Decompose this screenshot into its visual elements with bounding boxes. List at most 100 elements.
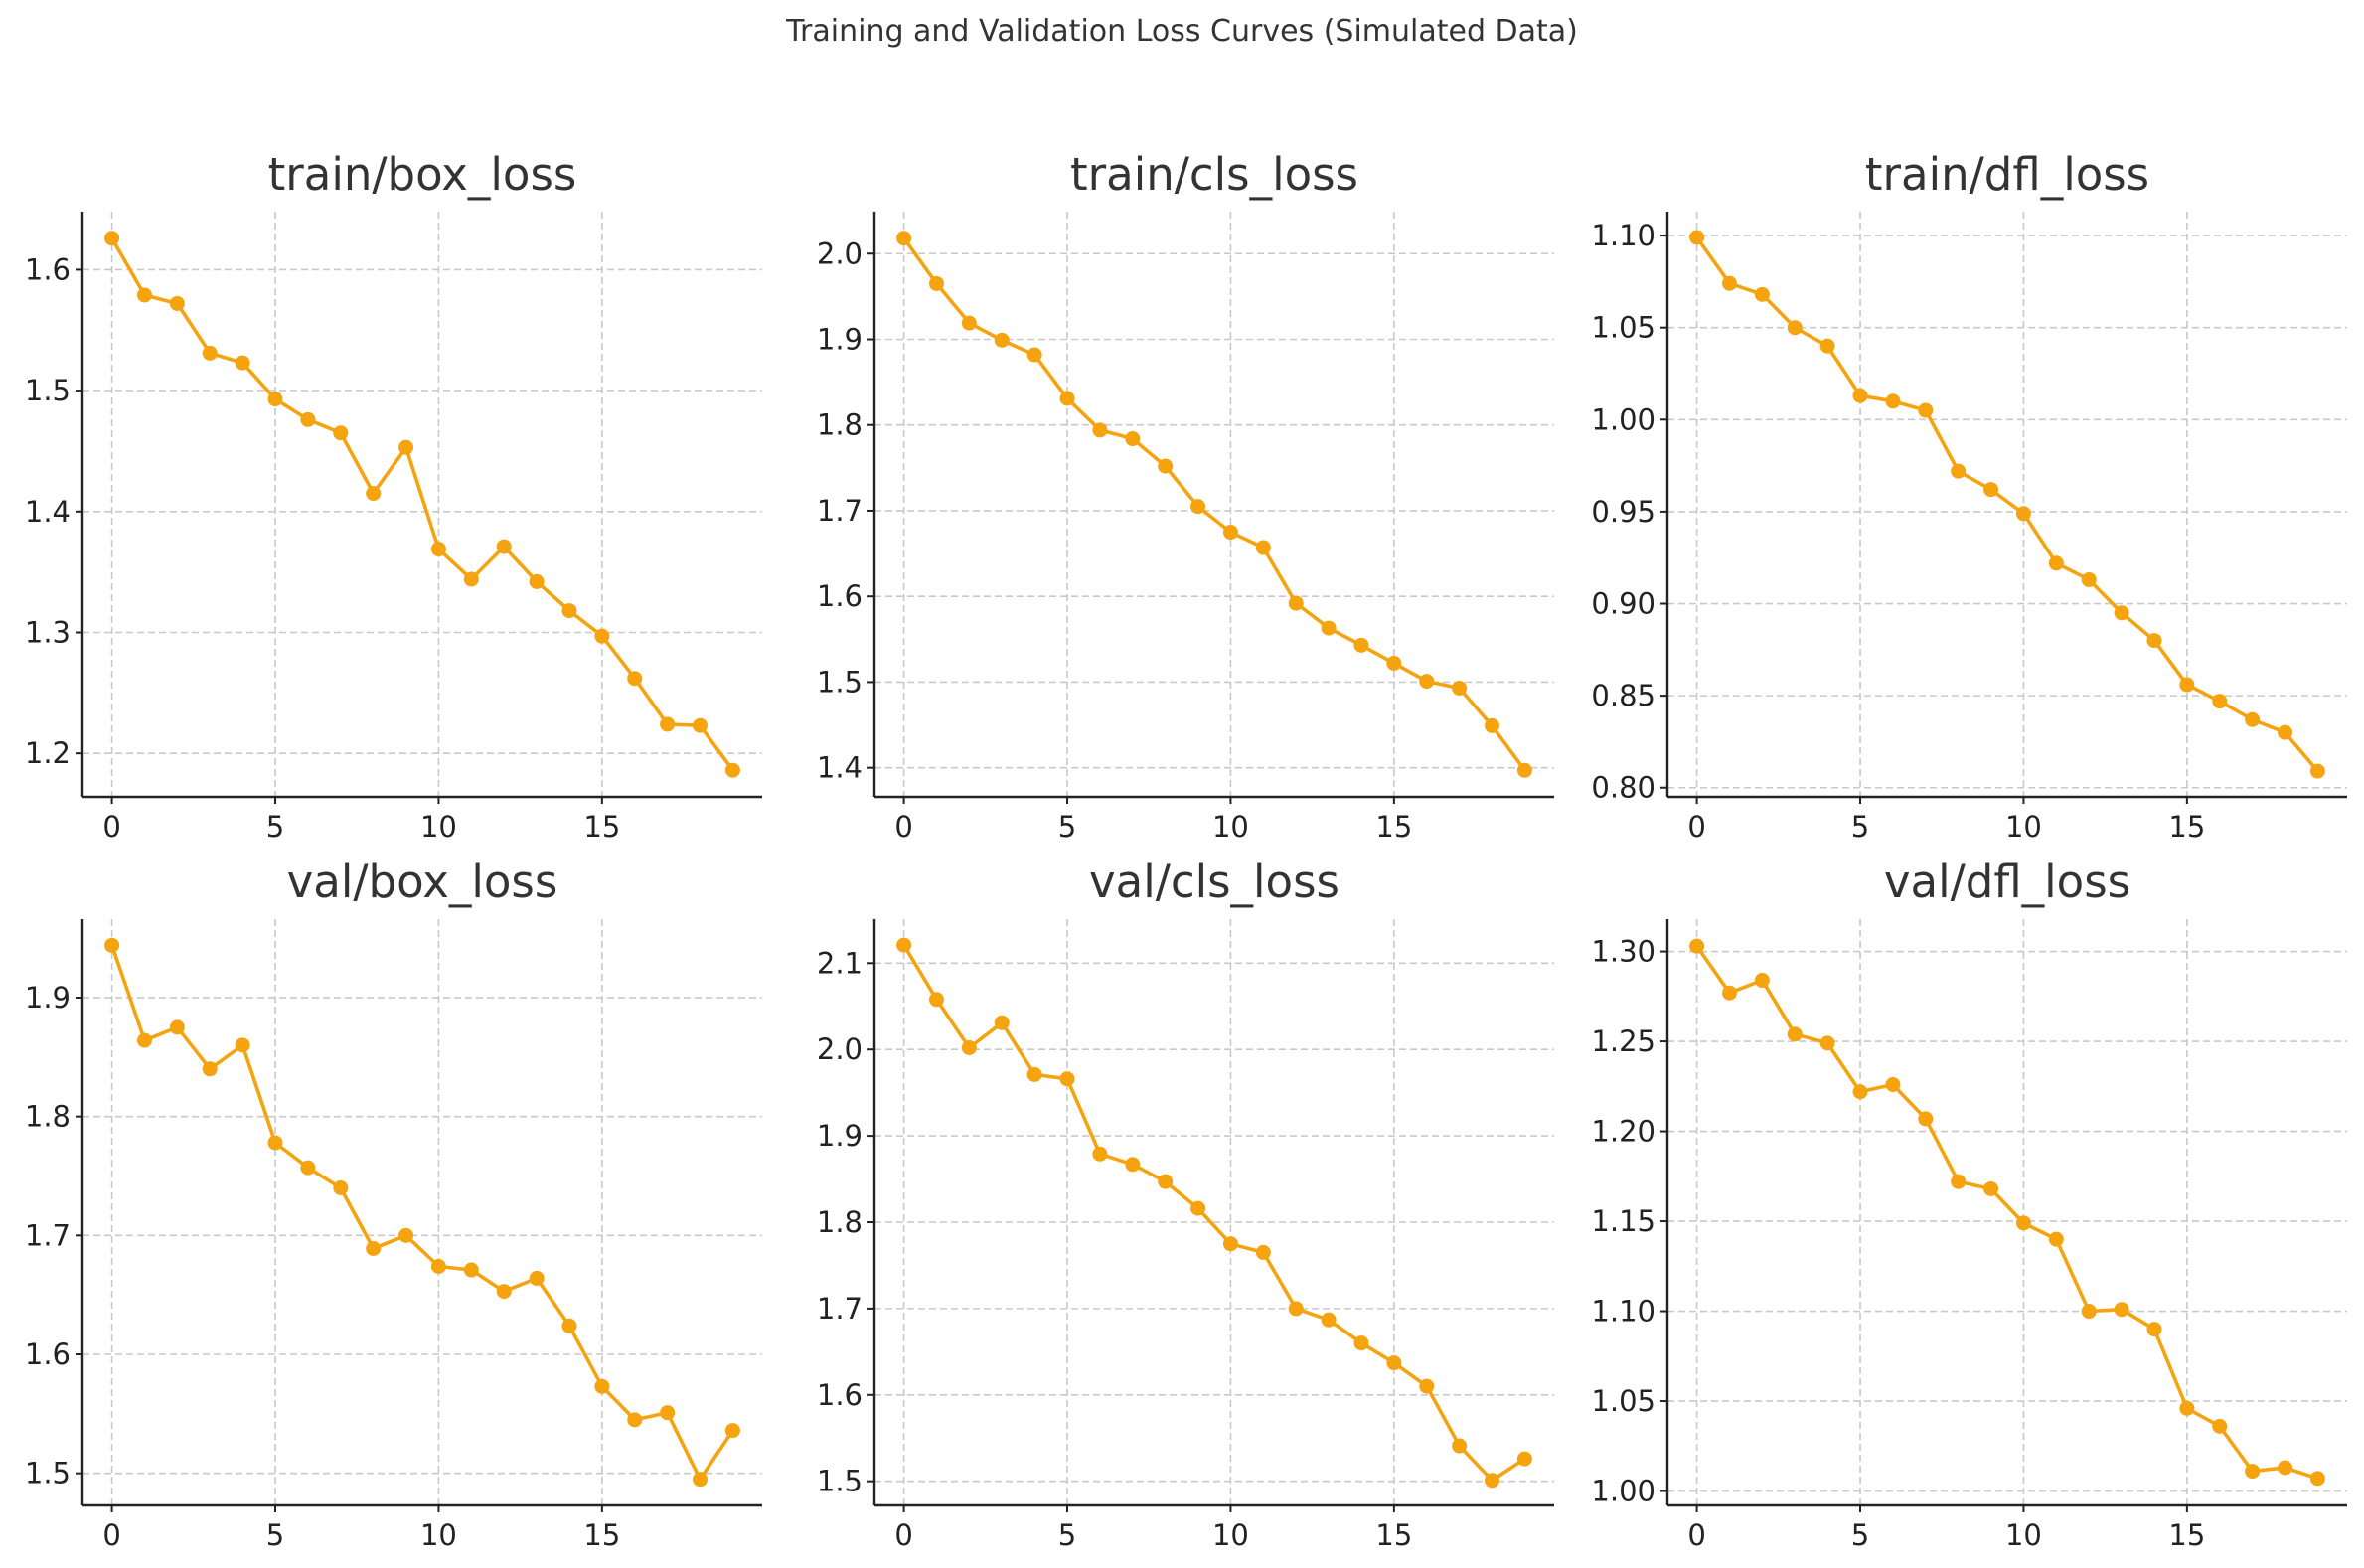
series-line xyxy=(109,944,734,1482)
data-point xyxy=(961,315,977,331)
y-tick-label: 1.30 xyxy=(1591,935,1655,969)
chart-panel-train-dfl-loss: train/dfl_loss 0 5 10 15 0.80 0.85 0.90 0.95 1.00… xyxy=(1576,0,2364,844)
data-point xyxy=(333,425,349,441)
data-point xyxy=(724,1423,740,1439)
data-point xyxy=(529,1270,545,1286)
chart-panel-train-cls-loss: train/cls_loss 0 5 10 15 1.4 1.5 1.6 1.7 1.8 1.9 2.… xyxy=(788,0,1576,844)
chart-title: train/dfl_loss xyxy=(1865,148,2149,201)
x-tick-label: 10 xyxy=(2005,1518,2042,1552)
data-point xyxy=(300,1160,316,1176)
data-point xyxy=(1386,655,1402,671)
x-tick-label: 10 xyxy=(420,810,457,844)
data-point xyxy=(1255,540,1271,555)
data-point xyxy=(2179,1400,2195,1416)
x-tick-label: 15 xyxy=(2168,1518,2205,1552)
x-tick-label: 5 xyxy=(1851,810,1869,844)
data-point xyxy=(1092,1146,1108,1162)
x-tick-label: 15 xyxy=(1375,810,1412,844)
data-point xyxy=(1951,1174,1967,1189)
x-tick-label: 5 xyxy=(266,1518,284,1552)
data-point xyxy=(2309,763,2325,779)
data-point xyxy=(1787,320,1803,336)
data-point xyxy=(896,937,912,953)
data-point xyxy=(1689,938,1705,954)
x-tick-label: 15 xyxy=(2168,810,2205,844)
data-point xyxy=(1026,347,1042,363)
data-point xyxy=(1419,674,1435,690)
y-tick-label: 2.1 xyxy=(817,946,863,980)
y-tick-label: 1.9 xyxy=(817,322,863,356)
data-point xyxy=(1754,973,1770,989)
data-point xyxy=(202,1061,218,1077)
data-point xyxy=(1485,717,1500,733)
figure-title: Training and Validation Loss Curves (Sim… xyxy=(786,14,1578,49)
data-point xyxy=(2114,605,2129,621)
data-point xyxy=(1852,1084,1868,1100)
x-tick-label: 15 xyxy=(583,810,620,844)
data-point xyxy=(1885,1077,1901,1093)
y-tick-label: 1.9 xyxy=(25,981,71,1015)
data-point xyxy=(496,1284,512,1300)
x-tick-label: 5 xyxy=(266,810,284,844)
y-tick-label: 1.10 xyxy=(1591,1295,1655,1329)
data-point xyxy=(2081,571,2097,587)
data-point xyxy=(1485,1473,1500,1489)
y-tick-label: 1.00 xyxy=(1591,402,1655,436)
data-point xyxy=(2212,1418,2228,1434)
y-tick-label: 1.15 xyxy=(1591,1204,1655,1238)
series-line xyxy=(902,236,1526,772)
x-tick-label: 0 xyxy=(894,810,912,844)
data-point xyxy=(398,1227,414,1243)
data-point xyxy=(2212,694,2228,709)
data-point xyxy=(1819,338,1835,354)
chart-svg: val/cls_loss 0 5 10 15 1.5 1.6 1.7 1.8 1.9 2.0 2.1 xyxy=(817,856,1554,1552)
x-tick-label: 15 xyxy=(583,1518,620,1552)
y-tick-label: 1.25 xyxy=(1591,1024,1655,1058)
chart-title: val/box_loss xyxy=(287,856,558,908)
y-tick-label: 1.2 xyxy=(25,736,71,770)
chart-title: val/dfl_loss xyxy=(1884,856,2130,908)
data-point xyxy=(1516,1451,1532,1467)
data-point xyxy=(1983,482,1999,498)
y-tick-label: 1.8 xyxy=(817,1205,863,1239)
data-point xyxy=(1689,230,1705,245)
y-tick-label: 1.6 xyxy=(817,1378,863,1412)
y-tick-label: 1.4 xyxy=(817,751,863,785)
data-point xyxy=(2048,555,2064,571)
data-point xyxy=(529,573,545,589)
data-point xyxy=(2048,1231,2064,1247)
data-point xyxy=(561,1318,577,1333)
data-point xyxy=(1125,431,1141,447)
data-point xyxy=(136,287,152,303)
data-point xyxy=(104,231,120,246)
x-tick-label: 10 xyxy=(2005,810,2042,844)
data-point xyxy=(1288,595,1304,611)
data-point xyxy=(896,231,912,246)
chart-svg: train/dfl_loss 0 5 10 15 0.80 0.85 0.90 0.95 1.00… xyxy=(1591,148,2347,844)
data-point xyxy=(235,1037,250,1053)
data-point xyxy=(1983,1180,1999,1196)
data-point xyxy=(1787,1026,1803,1042)
data-point xyxy=(1819,1035,1835,1051)
chart-svg: val/dfl_loss 0 5 10 15 1.00 1.05 1.10 1.15 1.20 1.… xyxy=(1591,856,2347,1552)
data-point xyxy=(267,392,283,407)
data-point xyxy=(398,439,414,455)
data-point xyxy=(1158,458,1174,474)
data-point xyxy=(1321,1312,1337,1328)
y-tick-label: 1.05 xyxy=(1591,1384,1655,1418)
data-point xyxy=(1190,1200,1206,1216)
x-tick-label: 0 xyxy=(102,1518,120,1552)
data-point xyxy=(1516,762,1532,778)
chart-panel-val-cls-loss: val/cls_loss 0 5 10 15 1.5 1.6 1.7 1.8 1.9 2.0 2.1 xyxy=(788,784,1576,1568)
data-point xyxy=(333,1179,349,1195)
x-tick-label: 5 xyxy=(1058,1518,1076,1552)
data-point xyxy=(1321,620,1337,636)
data-point xyxy=(2309,1471,2325,1487)
y-tick-label: 1.5 xyxy=(25,1457,71,1490)
chart-svg: train/cls_loss 0 5 10 15 1.4 1.5 1.6 1.7 1.8 1.9 2.… xyxy=(817,148,1554,844)
y-tick-label: 1.7 xyxy=(817,494,863,528)
chart-svg: val/box_loss 0 5 10 15 1.5 1.6 1.7 1.8 1.9 xyxy=(25,856,762,1552)
data-point xyxy=(2114,1302,2129,1318)
data-point xyxy=(1721,985,1737,1001)
y-tick-label: 1.7 xyxy=(817,1292,863,1326)
